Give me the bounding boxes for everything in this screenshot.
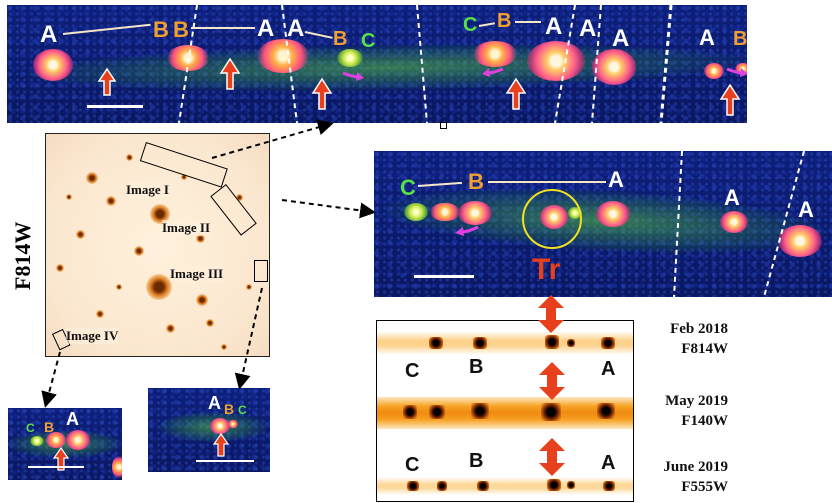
mid-connector-2 bbox=[488, 181, 606, 183]
iv-label-A: A bbox=[66, 409, 79, 429]
top-connector-5 bbox=[515, 21, 541, 23]
mid-label-B: B bbox=[468, 169, 484, 194]
top-label-A-4: A bbox=[545, 13, 563, 40]
red-up-arrow-icon bbox=[719, 83, 741, 116]
red-up-arrow-icon bbox=[52, 446, 70, 471]
epoch-1-filter: F814W bbox=[681, 340, 728, 357]
epoch-comparison-panel: C B A C B A bbox=[376, 320, 634, 502]
image-IV-zoom-panel: C B A bbox=[8, 408, 122, 480]
red-up-arrow-icon bbox=[219, 57, 241, 90]
scale-bar bbox=[87, 105, 143, 108]
top-label-B-1: B bbox=[153, 17, 169, 42]
mid-label-C: C bbox=[400, 175, 416, 200]
image-I-label: Image I bbox=[126, 182, 169, 198]
scale-bar bbox=[414, 275, 474, 278]
cluster-field-image: Image I Image II Image III Image IV bbox=[45, 133, 270, 357]
top-label-B-4: B bbox=[497, 10, 512, 32]
epoch-3-date: June 2019 bbox=[663, 459, 728, 475]
magenta-arrow-icon bbox=[726, 67, 747, 77]
epoch-2-filter: F140W bbox=[681, 412, 728, 429]
dashed-separators bbox=[178, 5, 673, 123]
iii-label-A: A bbox=[208, 393, 221, 413]
epoch-2-label: May 2019 F140W bbox=[636, 392, 728, 431]
image-II-zoom-panel: C B A A A Tr bbox=[374, 151, 832, 297]
epoch-3-label: June 2019 F555W bbox=[636, 458, 728, 497]
scale-bar bbox=[28, 466, 84, 468]
epoch1-label-C: C bbox=[405, 360, 420, 382]
iii-label-C: C bbox=[238, 403, 247, 417]
top-label-B-2: B bbox=[173, 17, 189, 42]
top-label-A-3: A bbox=[287, 15, 305, 42]
dashed-separators-mid bbox=[673, 151, 805, 297]
top-label-C-1: C bbox=[361, 30, 376, 52]
top-label-C-2: C bbox=[463, 14, 478, 36]
marker-square bbox=[440, 122, 447, 129]
scale-bar bbox=[196, 460, 254, 462]
top-arc-panel: A B B A A B C C B A A A A B C bbox=[7, 5, 747, 123]
top-label-B-3: B bbox=[333, 28, 348, 50]
top-label-A-7: A bbox=[699, 25, 715, 50]
magenta-arrow-icon bbox=[342, 71, 364, 81]
iv-label-B: B bbox=[44, 419, 55, 435]
red-up-arrow-icon bbox=[311, 77, 333, 110]
epoch-3-filter: F555W bbox=[681, 478, 728, 495]
image-III-label: Image III bbox=[170, 266, 224, 282]
image-III-zoom-panel: A B C bbox=[148, 388, 270, 472]
epoch3-label-B: B bbox=[469, 450, 484, 472]
image-III-box bbox=[254, 260, 268, 282]
mid-label-A-3: A bbox=[798, 197, 814, 222]
epoch-2-date: May 2019 bbox=[665, 393, 728, 409]
top-label-A-5: A bbox=[579, 15, 597, 42]
red-up-arrow-icon bbox=[505, 77, 527, 110]
epoch1-label-A: A bbox=[601, 358, 616, 380]
red-up-arrow-icon bbox=[212, 432, 230, 457]
iii-label-B: B bbox=[224, 401, 235, 417]
magenta-arrow-icon bbox=[482, 67, 504, 77]
transient-circle bbox=[522, 189, 582, 249]
transient-label: Tr bbox=[532, 253, 561, 286]
iv-label-C: C bbox=[26, 421, 35, 435]
image-II-label: Image II bbox=[162, 220, 211, 236]
epoch-1-date: Feb 2018 bbox=[670, 321, 728, 337]
top-label-A-1: A bbox=[40, 21, 58, 48]
epoch3-label-C: C bbox=[405, 454, 420, 476]
top-label-B-5: B bbox=[733, 28, 747, 50]
top-label-A-2: A bbox=[257, 15, 275, 42]
image-IV-label: Image IV bbox=[66, 328, 119, 344]
red-double-arrow-icon bbox=[539, 438, 565, 476]
red-double-arrow-icon bbox=[539, 362, 565, 400]
mid-label-A-2: A bbox=[724, 185, 740, 210]
epoch-1-label: Feb 2018 F814W bbox=[636, 320, 728, 359]
mid-label-A-1: A bbox=[608, 167, 624, 192]
magenta-arrow-icon bbox=[455, 225, 479, 236]
epoch1-label-B: B bbox=[469, 356, 484, 378]
epoch3-label-A: A bbox=[601, 452, 616, 474]
red-double-arrow-icon bbox=[538, 295, 564, 333]
top-label-A-6: A bbox=[612, 25, 630, 52]
red-up-arrow-icon bbox=[97, 67, 117, 96]
top-connector-2 bbox=[191, 27, 255, 29]
